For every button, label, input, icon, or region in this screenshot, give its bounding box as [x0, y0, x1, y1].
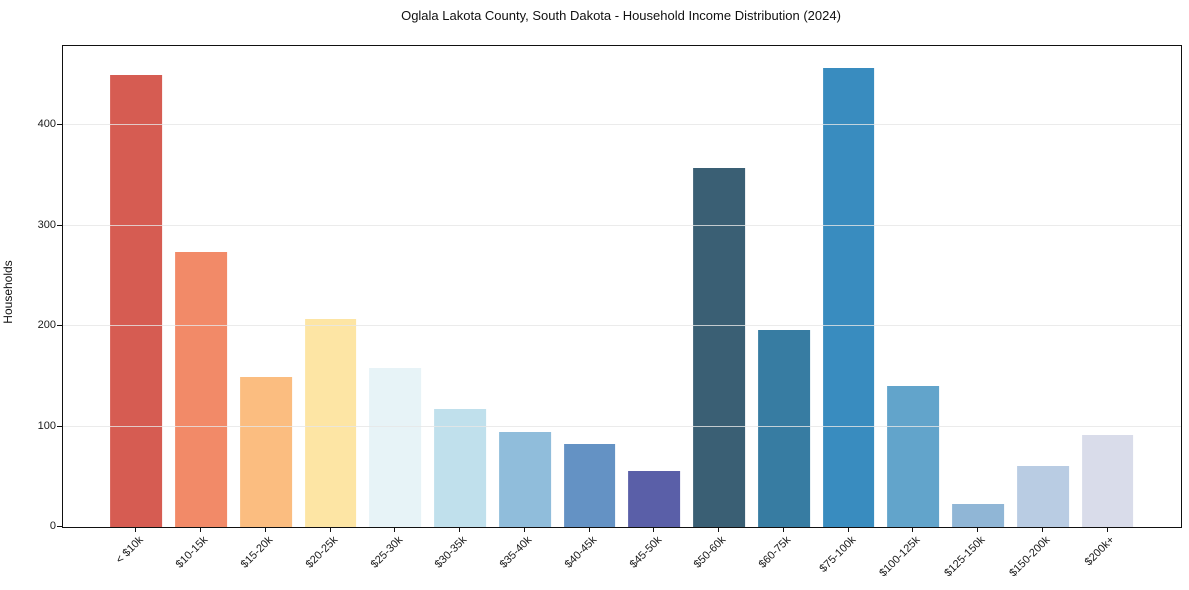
y-tick-mark	[57, 124, 62, 126]
x-tick-label: $35-40k	[497, 534, 535, 571]
x-tick-mark	[847, 527, 849, 532]
bar-slot	[752, 46, 817, 527]
x-tick-label: $150-200k	[1007, 534, 1053, 580]
gridline-y-200	[63, 325, 1181, 327]
x-tick-label: $100-125k	[877, 534, 923, 580]
bar-25-30k	[369, 368, 422, 527]
bar-75-100k	[822, 68, 875, 527]
x-tick-label: $125-150k	[942, 534, 988, 580]
bar-slot	[1011, 46, 1076, 527]
y-tick-mark	[57, 526, 62, 527]
x-tick-mark	[1106, 527, 1108, 532]
bar-100-125k	[887, 386, 940, 527]
gridline-y-100	[63, 425, 1181, 427]
bar-slot	[298, 46, 363, 527]
y-tick-label: 400	[37, 118, 56, 131]
x-tick-mark	[264, 527, 266, 532]
bar-slot	[169, 46, 234, 527]
bar-60-75k	[757, 330, 810, 527]
bar-slot	[1075, 46, 1140, 527]
bar-slot	[493, 46, 558, 527]
x-tick-label: < $10k	[113, 534, 146, 567]
x-tick-label: $15-20k	[238, 534, 276, 571]
y-tick-mark	[57, 325, 62, 327]
bar-10k	[110, 75, 163, 527]
bar-slot	[946, 46, 1011, 527]
gridline-y-300	[63, 224, 1181, 226]
y-tick-label: 300	[37, 218, 56, 231]
x-tick-label: $45-50k	[627, 534, 664, 571]
x-tick-mark	[1041, 527, 1043, 532]
chart-title: Oglala Lakota County, South Dakota - Hou…	[401, 8, 841, 23]
bar-slot	[881, 46, 946, 527]
x-tick-mark	[329, 527, 331, 532]
x-tick-mark	[135, 527, 137, 532]
x-tick-label: $30-35k	[432, 534, 470, 571]
bar-slot	[557, 46, 622, 527]
y-tick-label: 0	[49, 520, 56, 532]
bar-slot	[428, 46, 493, 527]
bar-200k	[1081, 434, 1134, 527]
x-tick-mark	[588, 527, 590, 532]
gridline-y-400	[63, 124, 1181, 126]
bar-slot	[104, 46, 169, 527]
bar-30-35k	[434, 408, 487, 527]
bar-35-40k	[498, 431, 551, 527]
x-tick-mark	[459, 527, 461, 532]
x-tick-label: $25-30k	[368, 534, 405, 571]
bar-20-25k	[304, 319, 357, 527]
x-tick-label: $200k+	[1082, 534, 1118, 569]
x-tick-mark	[977, 527, 979, 532]
bar-125-150k	[952, 503, 1005, 527]
y-tick-label: 200	[37, 319, 56, 332]
bar-slot	[687, 46, 752, 527]
x-tick-mark	[718, 527, 720, 532]
bar-50-60k	[693, 167, 746, 527]
bar-15-20k	[239, 377, 292, 527]
y-axis-title: Households	[1, 260, 15, 324]
y-tick-mark	[57, 425, 62, 427]
bar-slot	[816, 46, 881, 527]
x-tick-label: $40-45k	[562, 534, 600, 571]
x-tick-label: $20-25k	[303, 534, 341, 571]
bar-slot	[234, 46, 299, 527]
bar-150-200k	[1016, 465, 1069, 527]
bar-slot	[622, 46, 687, 527]
x-tick-mark	[653, 527, 655, 532]
x-tick-label: $60-75k	[756, 534, 794, 571]
bar-40-45k	[563, 443, 616, 527]
x-tick-mark	[782, 527, 784, 532]
x-tick-mark	[200, 527, 202, 532]
x-tick-mark	[523, 527, 525, 532]
y-tick-mark	[57, 224, 62, 226]
x-tick-mark	[394, 527, 396, 532]
x-tick-label: $50-60k	[691, 534, 729, 571]
y-tick-label: 100	[37, 419, 56, 432]
x-tick-label: $10-15k	[173, 534, 211, 571]
bar-slot	[363, 46, 428, 527]
bar-45-50k	[628, 470, 681, 527]
bar-10-15k	[175, 251, 228, 527]
bar-series	[104, 46, 1140, 527]
plot-area	[62, 45, 1182, 528]
x-tick-mark	[912, 527, 914, 532]
x-tick-label: $75-100k	[817, 534, 859, 575]
